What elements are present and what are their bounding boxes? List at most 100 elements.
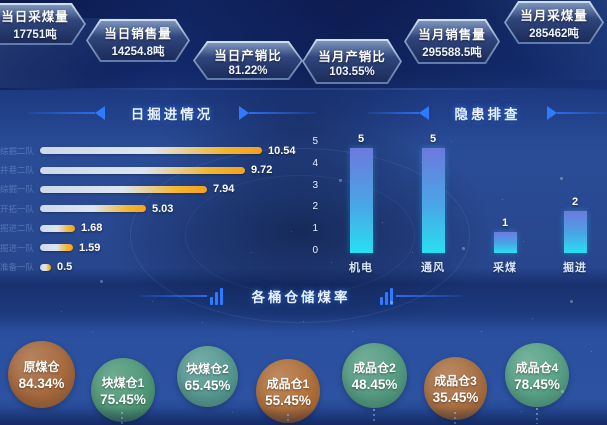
header-line — [28, 112, 95, 114]
y-tick: 1 — [312, 223, 318, 235]
excavation-bar-value: 1.59 — [79, 241, 101, 254]
y-tick: 2 — [312, 201, 318, 213]
hazard-bar-column: 1 — [482, 125, 528, 253]
storage-bin-label: 成品仓1 — [266, 376, 310, 391]
storage-bin-percent: 84.34% — [18, 376, 65, 391]
storage-bin-product-1: 成品仓1 55.45% — [256, 359, 320, 423]
hazard-bar-value: 1 — [501, 217, 509, 229]
hazard-category-label: 采煤 — [493, 262, 517, 274]
stat-badge-daily-coal-output: 当日采煤量 17751吨 — [0, 3, 86, 45]
hazard-y-axis: 5 4 3 2 1 0 — [302, 137, 318, 256]
decor-arc — [185, 175, 415, 295]
storage-bin-lump-coal-1: 块煤仓1 75.45% — [91, 358, 155, 422]
storage-bin-percent: 48.45% — [351, 377, 398, 392]
stat-badge-monthly-sales: 当月销售量 295588.5吨 — [404, 19, 500, 64]
header-line — [140, 295, 207, 297]
excavation-bar — [40, 244, 73, 252]
triangle-left-icon — [418, 106, 429, 120]
hazard-bar-value: 2 — [571, 196, 579, 208]
excavation-bar — [40, 205, 146, 213]
stat-badge-monthly-ratio: 当月产销比 103.55% — [302, 39, 402, 84]
storage-bin-percent: 55.45% — [265, 392, 311, 408]
storage-bin-label: 块煤仓2 — [186, 362, 229, 376]
excavation-section-header: 日掘进情况 — [28, 103, 316, 123]
hazard-category-label: 掘进 — [563, 262, 587, 274]
storage-bin-percent: 35.45% — [432, 390, 479, 405]
hazard-category-label: 通风 — [421, 262, 445, 274]
excavation-bar — [40, 263, 51, 271]
triangle-right-icon — [239, 106, 250, 120]
storage-bin-label: 块煤仓1 — [101, 375, 145, 390]
stat-badge-inner: 当月采煤量 285462吨 — [506, 3, 602, 42]
excavation-bar-row: 掘进二队 1.68 — [0, 219, 302, 238]
y-tick: 3 — [312, 179, 318, 191]
stat-value: 103.55% — [329, 65, 375, 78]
stat-badge-inner: 当日产销比 81.22% — [195, 43, 301, 78]
stat-badge-daily-sales: 当日销售量 14254.8吨 — [86, 19, 190, 62]
excavation-bar-value: 0.5 — [57, 261, 73, 274]
stat-value: 295588.5吨 — [422, 46, 482, 59]
decor-horizontal-divider — [0, 88, 607, 90]
excavation-bar — [40, 185, 207, 193]
storage-bin-label: 原煤仓 — [23, 360, 60, 374]
storage-bin-product-3: 成品仓3 35.45% — [424, 357, 487, 420]
y-tick: 4 — [312, 157, 318, 169]
decor-dotted-line — [287, 414, 289, 424]
stat-badge-inner: 当日销售量 14254.8吨 — [88, 21, 188, 60]
storage-bin-label: 成品仓4 — [515, 360, 559, 375]
decor-dotted-line — [121, 412, 123, 424]
stat-label: 当月采煤量 — [520, 8, 588, 23]
header-line — [368, 112, 419, 114]
stat-label: 当月销售量 — [418, 27, 486, 42]
excavation-category-label: 井巷二队 — [0, 165, 34, 176]
excavation-bar — [40, 224, 75, 232]
y-tick: 5 — [312, 136, 318, 147]
hazard-bar-value: 5 — [429, 133, 437, 145]
excavation-bar — [40, 166, 245, 174]
hazard-bar — [421, 148, 445, 253]
stat-value: 14254.8吨 — [111, 45, 165, 58]
excavation-bar — [40, 147, 262, 155]
decor-particles — [0, 0, 1, 1]
excavation-bar-value: 1.68 — [81, 222, 103, 235]
decor-bottom-shade — [0, 407, 607, 425]
stat-badge-monthly-coal-output: 当月采煤量 285462吨 — [504, 1, 604, 44]
stat-value: 285462吨 — [529, 27, 579, 40]
excavation-section-title: 日掘进情况 — [130, 107, 214, 122]
decor-dotted-line — [373, 409, 375, 424]
hazard-bar-column: 2 — [552, 125, 598, 253]
storage-bin-percent: 65.45% — [184, 378, 231, 393]
hazard-section-title: 隐患排查 — [454, 107, 521, 122]
storage-bin-raw-coal: 原煤仓 84.34% — [8, 341, 75, 408]
stat-badge-inner: 当日采煤量 17751吨 — [0, 5, 84, 43]
excavation-bar-row: 准备一队 0.5 — [0, 257, 302, 276]
hazard-bar — [493, 232, 517, 253]
stat-label: 当日销售量 — [104, 26, 172, 41]
stat-label: 当日产销比 — [214, 48, 282, 63]
hazard-category-label: 机电 — [349, 262, 373, 274]
stat-badge-daily-ratio: 当日产销比 81.22% — [193, 41, 303, 80]
storage-bin-label: 成品仓3 — [434, 374, 477, 388]
storage-bin-percent: 75.45% — [100, 391, 146, 407]
storage-bin-percent: 78.45% — [514, 376, 560, 392]
storage-bin-label: 成品仓2 — [353, 361, 396, 375]
excavation-category-label: 掘进二队 — [0, 223, 34, 234]
storage-bin-product-2: 成品仓2 48.45% — [342, 343, 407, 408]
hazard-bar — [349, 148, 373, 253]
header-line — [556, 112, 607, 114]
stat-label: 当日采煤量 — [1, 10, 69, 24]
storage-bin-product-4: 成品仓4 78.45% — [505, 343, 569, 407]
triangle-right-icon — [546, 106, 557, 120]
hazard-bar-column: 5 — [338, 125, 384, 253]
excavation-bar-row: 掘进一队 1.59 — [0, 238, 302, 257]
excavation-category-label: 综掘一队 — [0, 184, 34, 195]
decor-arc — [130, 148, 470, 323]
storage-bin-lump-coal-2: 块煤仓2 65.45% — [177, 346, 238, 407]
stat-label: 当月产销比 — [318, 49, 386, 64]
header-line — [395, 295, 462, 297]
hazard-section-header: 隐患排查 — [368, 103, 607, 123]
hazard-bar-value: 5 — [357, 133, 365, 145]
triangle-left-icon — [94, 106, 105, 120]
hazard-bar-column: 5 — [410, 125, 456, 253]
